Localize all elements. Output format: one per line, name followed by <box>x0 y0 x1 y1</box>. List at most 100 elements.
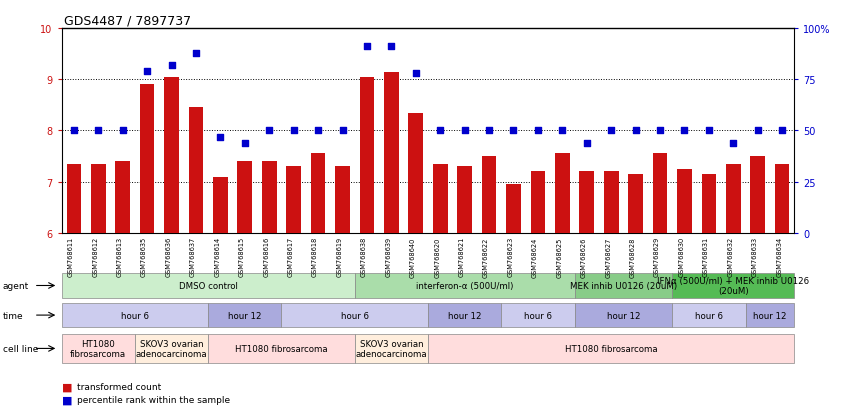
Bar <box>116 162 130 233</box>
Bar <box>580 172 594 233</box>
Point <box>776 128 789 135</box>
Point <box>164 62 178 69</box>
Bar <box>482 157 496 233</box>
Text: GSM768622: GSM768622 <box>483 237 489 277</box>
Text: GSM768628: GSM768628 <box>630 237 636 277</box>
Text: GSM768640: GSM768640 <box>410 237 416 277</box>
Bar <box>360 78 374 233</box>
Text: cell line: cell line <box>3 344 38 353</box>
Bar <box>384 72 399 233</box>
Point <box>67 128 80 135</box>
Text: GSM768625: GSM768625 <box>556 237 562 277</box>
Bar <box>67 164 81 233</box>
Text: GSM768632: GSM768632 <box>728 237 734 277</box>
Point <box>360 44 374 51</box>
Point <box>458 128 472 135</box>
Text: ■: ■ <box>62 394 72 404</box>
Point <box>384 44 398 51</box>
Text: GSM768634: GSM768634 <box>776 237 782 277</box>
Bar <box>677 169 692 233</box>
Text: GSM768627: GSM768627 <box>605 237 611 277</box>
Point <box>727 140 740 147</box>
Text: agent: agent <box>3 281 29 290</box>
Bar <box>751 157 765 233</box>
Bar <box>775 164 789 233</box>
Bar <box>653 154 668 233</box>
Text: MEK inhib U0126 (20uM): MEK inhib U0126 (20uM) <box>570 281 677 290</box>
Text: GSM768623: GSM768623 <box>508 237 514 277</box>
Bar <box>336 167 350 233</box>
Text: GSM768619: GSM768619 <box>336 237 342 277</box>
Bar <box>213 177 228 233</box>
Text: transformed count: transformed count <box>77 382 161 392</box>
Point <box>751 128 764 135</box>
Point <box>507 128 520 135</box>
Point <box>116 128 129 135</box>
Text: GSM768618: GSM768618 <box>312 237 318 277</box>
Point <box>287 128 300 135</box>
Text: DMSO control: DMSO control <box>179 281 238 290</box>
Text: GSM768611: GSM768611 <box>68 237 74 277</box>
Point <box>653 128 667 135</box>
Point <box>238 140 252 147</box>
Text: hour 12: hour 12 <box>753 311 787 320</box>
Text: hour 12: hour 12 <box>448 311 481 320</box>
Text: GSM768621: GSM768621 <box>459 237 465 277</box>
Text: GSM768638: GSM768638 <box>361 237 367 277</box>
Point <box>556 128 569 135</box>
Text: ■: ■ <box>62 382 72 392</box>
Text: GSM768614: GSM768614 <box>214 237 220 277</box>
Text: GSM768615: GSM768615 <box>239 237 245 277</box>
Text: GSM768616: GSM768616 <box>264 237 270 277</box>
Text: hour 6: hour 6 <box>695 311 722 320</box>
Text: GSM768635: GSM768635 <box>141 237 147 277</box>
Text: HT1080
fibrosarcoma: HT1080 fibrosarcoma <box>70 339 127 358</box>
Text: hour 6: hour 6 <box>524 311 552 320</box>
Point <box>140 69 154 75</box>
Bar <box>164 78 179 233</box>
Bar <box>91 164 105 233</box>
Text: hour 12: hour 12 <box>228 311 262 320</box>
Text: GSM768617: GSM768617 <box>288 237 294 277</box>
Bar <box>628 175 643 233</box>
Point <box>409 71 423 77</box>
Bar <box>457 167 472 233</box>
Text: percentile rank within the sample: percentile rank within the sample <box>77 395 230 404</box>
Bar <box>603 172 619 233</box>
Point <box>482 128 496 135</box>
Bar <box>287 167 301 233</box>
Bar <box>555 154 569 233</box>
Text: GSM768624: GSM768624 <box>532 237 538 277</box>
Text: GSM768636: GSM768636 <box>165 237 171 277</box>
Point <box>678 128 692 135</box>
Text: GSM768637: GSM768637 <box>190 237 196 277</box>
Text: SKOV3 ovarian
adenocarcinoma: SKOV3 ovarian adenocarcinoma <box>355 339 427 358</box>
Text: hour 6: hour 6 <box>341 311 369 320</box>
Text: GSM768639: GSM768639 <box>385 237 391 277</box>
Text: GSM768631: GSM768631 <box>703 237 709 277</box>
Point <box>336 128 349 135</box>
Point <box>531 128 544 135</box>
Bar <box>531 172 545 233</box>
Point <box>433 128 447 135</box>
Bar <box>237 162 253 233</box>
Point <box>629 128 643 135</box>
Point <box>580 140 593 147</box>
Point <box>702 128 716 135</box>
Point <box>604 128 618 135</box>
Bar <box>408 113 423 233</box>
Text: GDS4487 / 7897737: GDS4487 / 7897737 <box>64 14 192 27</box>
Bar <box>311 154 325 233</box>
Point <box>92 128 105 135</box>
Bar <box>726 164 740 233</box>
Text: GSM768620: GSM768620 <box>434 237 440 277</box>
Text: GSM768633: GSM768633 <box>752 237 758 277</box>
Text: SKOV3 ovarian
adenocarcinoma: SKOV3 ovarian adenocarcinoma <box>136 339 207 358</box>
Point <box>312 128 325 135</box>
Point <box>213 134 227 140</box>
Text: HT1080 fibrosarcoma: HT1080 fibrosarcoma <box>235 344 328 353</box>
Text: interferon-α (500U/ml): interferon-α (500U/ml) <box>416 281 514 290</box>
Text: GSM768612: GSM768612 <box>92 237 98 277</box>
Bar <box>433 164 448 233</box>
Text: GSM768626: GSM768626 <box>580 237 586 277</box>
